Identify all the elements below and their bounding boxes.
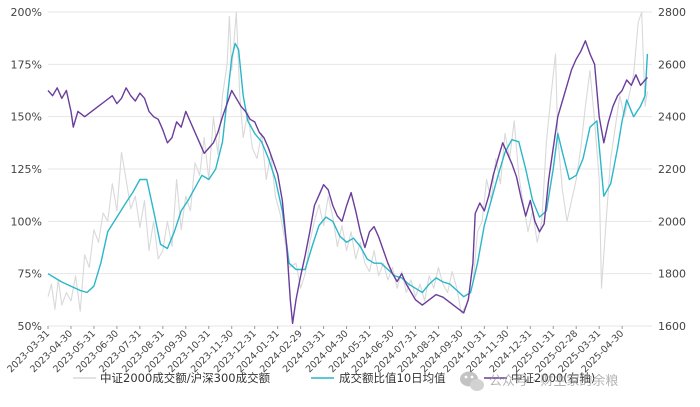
x-axis: 2023-03-312023-04-302023-05-312023-06-30… xyxy=(5,326,626,375)
left-axis: 50% 75% 100% 125% 150% 175% 200% xyxy=(11,6,42,333)
y-right-tick-label: 1600 xyxy=(658,320,686,333)
y-left-tick-label: 50% xyxy=(18,320,42,333)
series-ratio-line xyxy=(47,11,648,314)
legend-label-ma10: 成交额比值10日均值 xyxy=(339,371,446,385)
y-left-tick-label: 100% xyxy=(11,215,42,228)
y-right-tick-label: 1800 xyxy=(658,268,686,281)
series-lines xyxy=(47,11,649,325)
right-axis: 1600 1800 2000 2200 2400 2600 2800 xyxy=(658,6,686,333)
y-left-tick-label: 150% xyxy=(11,111,42,124)
y-right-tick-label: 2600 xyxy=(658,58,686,71)
y-left-tick-label: 175% xyxy=(11,58,42,71)
series-csi2000-line xyxy=(47,40,648,325)
watermark: 公众号 · 财主家的余粮 xyxy=(460,371,618,391)
y-right-tick-label: 2800 xyxy=(658,6,686,19)
y-left-tick-label: 200% xyxy=(11,6,42,19)
y-right-tick-label: 2000 xyxy=(658,215,686,228)
y-right-tick-label: 2400 xyxy=(658,111,686,124)
legend: 中证2000成交额/沪深300成交额 成交额比值10日均值 中证2000(右轴) xyxy=(73,371,595,385)
wechat-icon xyxy=(460,371,484,391)
y-right-tick-label: 2200 xyxy=(658,163,686,176)
watermark-text: 公众号 · 财主家的余粮 xyxy=(489,373,618,389)
grid-lines xyxy=(48,11,652,327)
y-left-tick-label: 125% xyxy=(11,163,42,176)
legend-label-ratio: 中证2000成交额/沪深300成交额 xyxy=(100,371,271,385)
legend-label-csi2000: 中证2000(右轴) xyxy=(511,371,595,385)
y-left-tick-label: 75% xyxy=(18,268,42,281)
series-ma10-line xyxy=(47,42,649,298)
